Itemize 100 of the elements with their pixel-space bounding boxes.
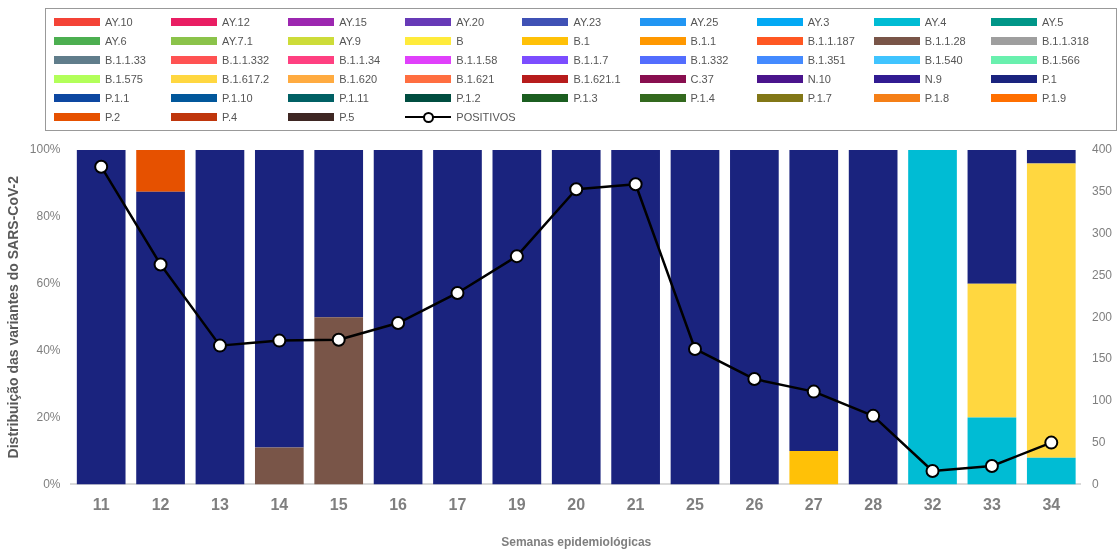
x-tick-label: 26 (745, 496, 764, 514)
bar (492, 150, 542, 485)
x-tick-label: 12 (151, 496, 170, 514)
y-axis-title: Distribuição das variantes do SARS-CoV-2 (5, 175, 22, 459)
legend-label: P.1.10 (222, 92, 253, 104)
legend-label: P.5 (339, 111, 355, 123)
x-tick-label: 27 (804, 496, 823, 514)
legend-label: B.1.351 (807, 54, 846, 66)
legend-label: P.1.9 (1041, 92, 1067, 104)
bar (314, 150, 364, 318)
point (212, 338, 227, 353)
legend-label: AY.9 (339, 35, 361, 47)
y2-tick-label: 400 (1091, 142, 1113, 157)
bar (1026, 150, 1076, 164)
legend-label: B.1.621.1 (573, 73, 621, 85)
legend-label: B.1.575 (105, 73, 143, 85)
y2-tick-label: 200 (1091, 309, 1113, 324)
legend-label: B.1.332 (690, 54, 729, 66)
legend-label: B.1.621 (456, 73, 495, 85)
point (509, 249, 524, 264)
bar (254, 447, 304, 485)
bar (314, 317, 364, 485)
legend-label: B.1.1.28 (924, 35, 966, 47)
legend-label: AY.3 (807, 16, 830, 28)
legend-label: B.1.566 (1041, 54, 1080, 66)
y-tick-label: 60% (36, 276, 61, 291)
y2-tick-label: 350 (1091, 184, 1113, 199)
point (688, 341, 702, 356)
legend-label: AY.5 (1041, 16, 1064, 28)
y2-tick-label: 0 (1091, 476, 1099, 491)
legend-label: P.1.4 (690, 92, 715, 104)
bar (136, 191, 185, 485)
x-axis-title: Semanas epidemiológicas (501, 535, 652, 550)
point (866, 408, 881, 423)
bar (254, 150, 304, 448)
y2-tick-label: 300 (1091, 225, 1113, 240)
legend-label: B.1 (573, 35, 590, 47)
point (94, 159, 109, 174)
legend-label: P.1.1 (105, 92, 130, 104)
legend-label: B.1.620 (339, 73, 378, 85)
legend-label: AY.20 (456, 16, 485, 28)
legend-label: AY.23 (573, 16, 602, 28)
legend-label: AY.25 (690, 16, 719, 28)
y-tick-label: 80% (36, 209, 61, 224)
bar (848, 150, 898, 485)
point (331, 332, 346, 347)
point (1044, 435, 1059, 450)
y2-tick-label: 50 (1091, 434, 1106, 449)
x-tick-label: 21 (626, 496, 645, 514)
legend-label: B.1.1.7 (573, 54, 609, 66)
x-tick-label: 25 (686, 496, 704, 514)
bar (789, 150, 839, 451)
point (806, 384, 821, 399)
legend-label: P.1.8 (924, 92, 950, 104)
x-tick-label: 17 (448, 496, 467, 514)
legend-label: POSITIVOS (456, 111, 516, 123)
bar (967, 417, 1017, 485)
legend-label: B.1.617.2 (222, 73, 270, 85)
legend-label: N.10 (807, 73, 831, 85)
x-tick-label: 19 (507, 496, 526, 514)
x-tick-label: 11 (92, 496, 110, 514)
y-tick-label: 20% (36, 409, 61, 424)
legend-label: AY.12 (222, 16, 250, 28)
y2-tick-label: 150 (1091, 351, 1113, 366)
bar (551, 150, 601, 485)
point (628, 177, 643, 192)
legend-label: AY.10 (105, 16, 133, 28)
legend-label: P.4 (222, 111, 238, 123)
y2-tick-label: 250 (1091, 267, 1113, 282)
legend-label: N.9 (924, 73, 942, 85)
point (153, 257, 168, 272)
x-tick-label: 13 (211, 496, 229, 514)
x-tick-label: 15 (329, 496, 348, 514)
point (984, 459, 999, 474)
bar (373, 150, 423, 485)
legend-label: P.1 (1041, 73, 1057, 85)
x-tick-label: 34 (1042, 496, 1061, 514)
bar (433, 150, 482, 485)
legend-label: AY.7.1 (222, 35, 253, 47)
y-tick-label: 0% (43, 476, 61, 491)
bar (908, 150, 957, 485)
point (272, 333, 287, 348)
legend-label: AY.15 (339, 16, 367, 28)
legend-label: B.1.1.34 (339, 54, 381, 66)
legend-label: B.1.1.33 (105, 54, 146, 66)
bar (195, 150, 245, 485)
bar (670, 150, 720, 485)
point (569, 182, 584, 197)
point (450, 285, 465, 300)
x-tick-label: 32 (923, 496, 942, 514)
point (391, 316, 406, 331)
legend-label: P.2 (105, 111, 121, 123)
point (925, 464, 940, 479)
legend-label: P.1.3 (573, 92, 598, 104)
legend-label: P.1.7 (807, 92, 832, 104)
point (747, 372, 762, 387)
x-tick-label: 28 (864, 496, 883, 514)
y-tick-label: 40% (36, 342, 61, 357)
x-tick-label: 20 (567, 496, 586, 514)
y2-tick-label: 100 (1091, 393, 1113, 408)
